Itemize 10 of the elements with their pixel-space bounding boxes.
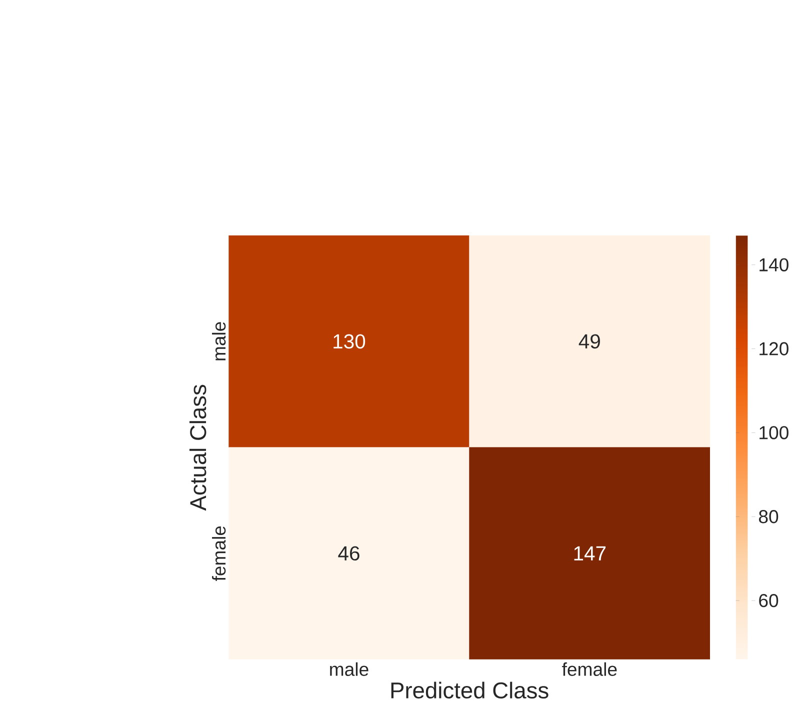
x-axis-title: Predicted Class <box>391 682 548 698</box>
color-bar-label: 120 <box>760 342 788 356</box>
color-bar-label: 60 <box>759 594 778 608</box>
color-bar-label: 100 <box>760 426 788 440</box>
color-bar-label: 80 <box>759 510 778 524</box>
y-axis-title: Actual Class <box>189 384 206 511</box>
data-label: 147 <box>574 546 606 560</box>
data-label: 130 <box>334 334 366 348</box>
color-bar-label: 140 <box>760 258 788 272</box>
data-label: 46 <box>338 546 360 560</box>
